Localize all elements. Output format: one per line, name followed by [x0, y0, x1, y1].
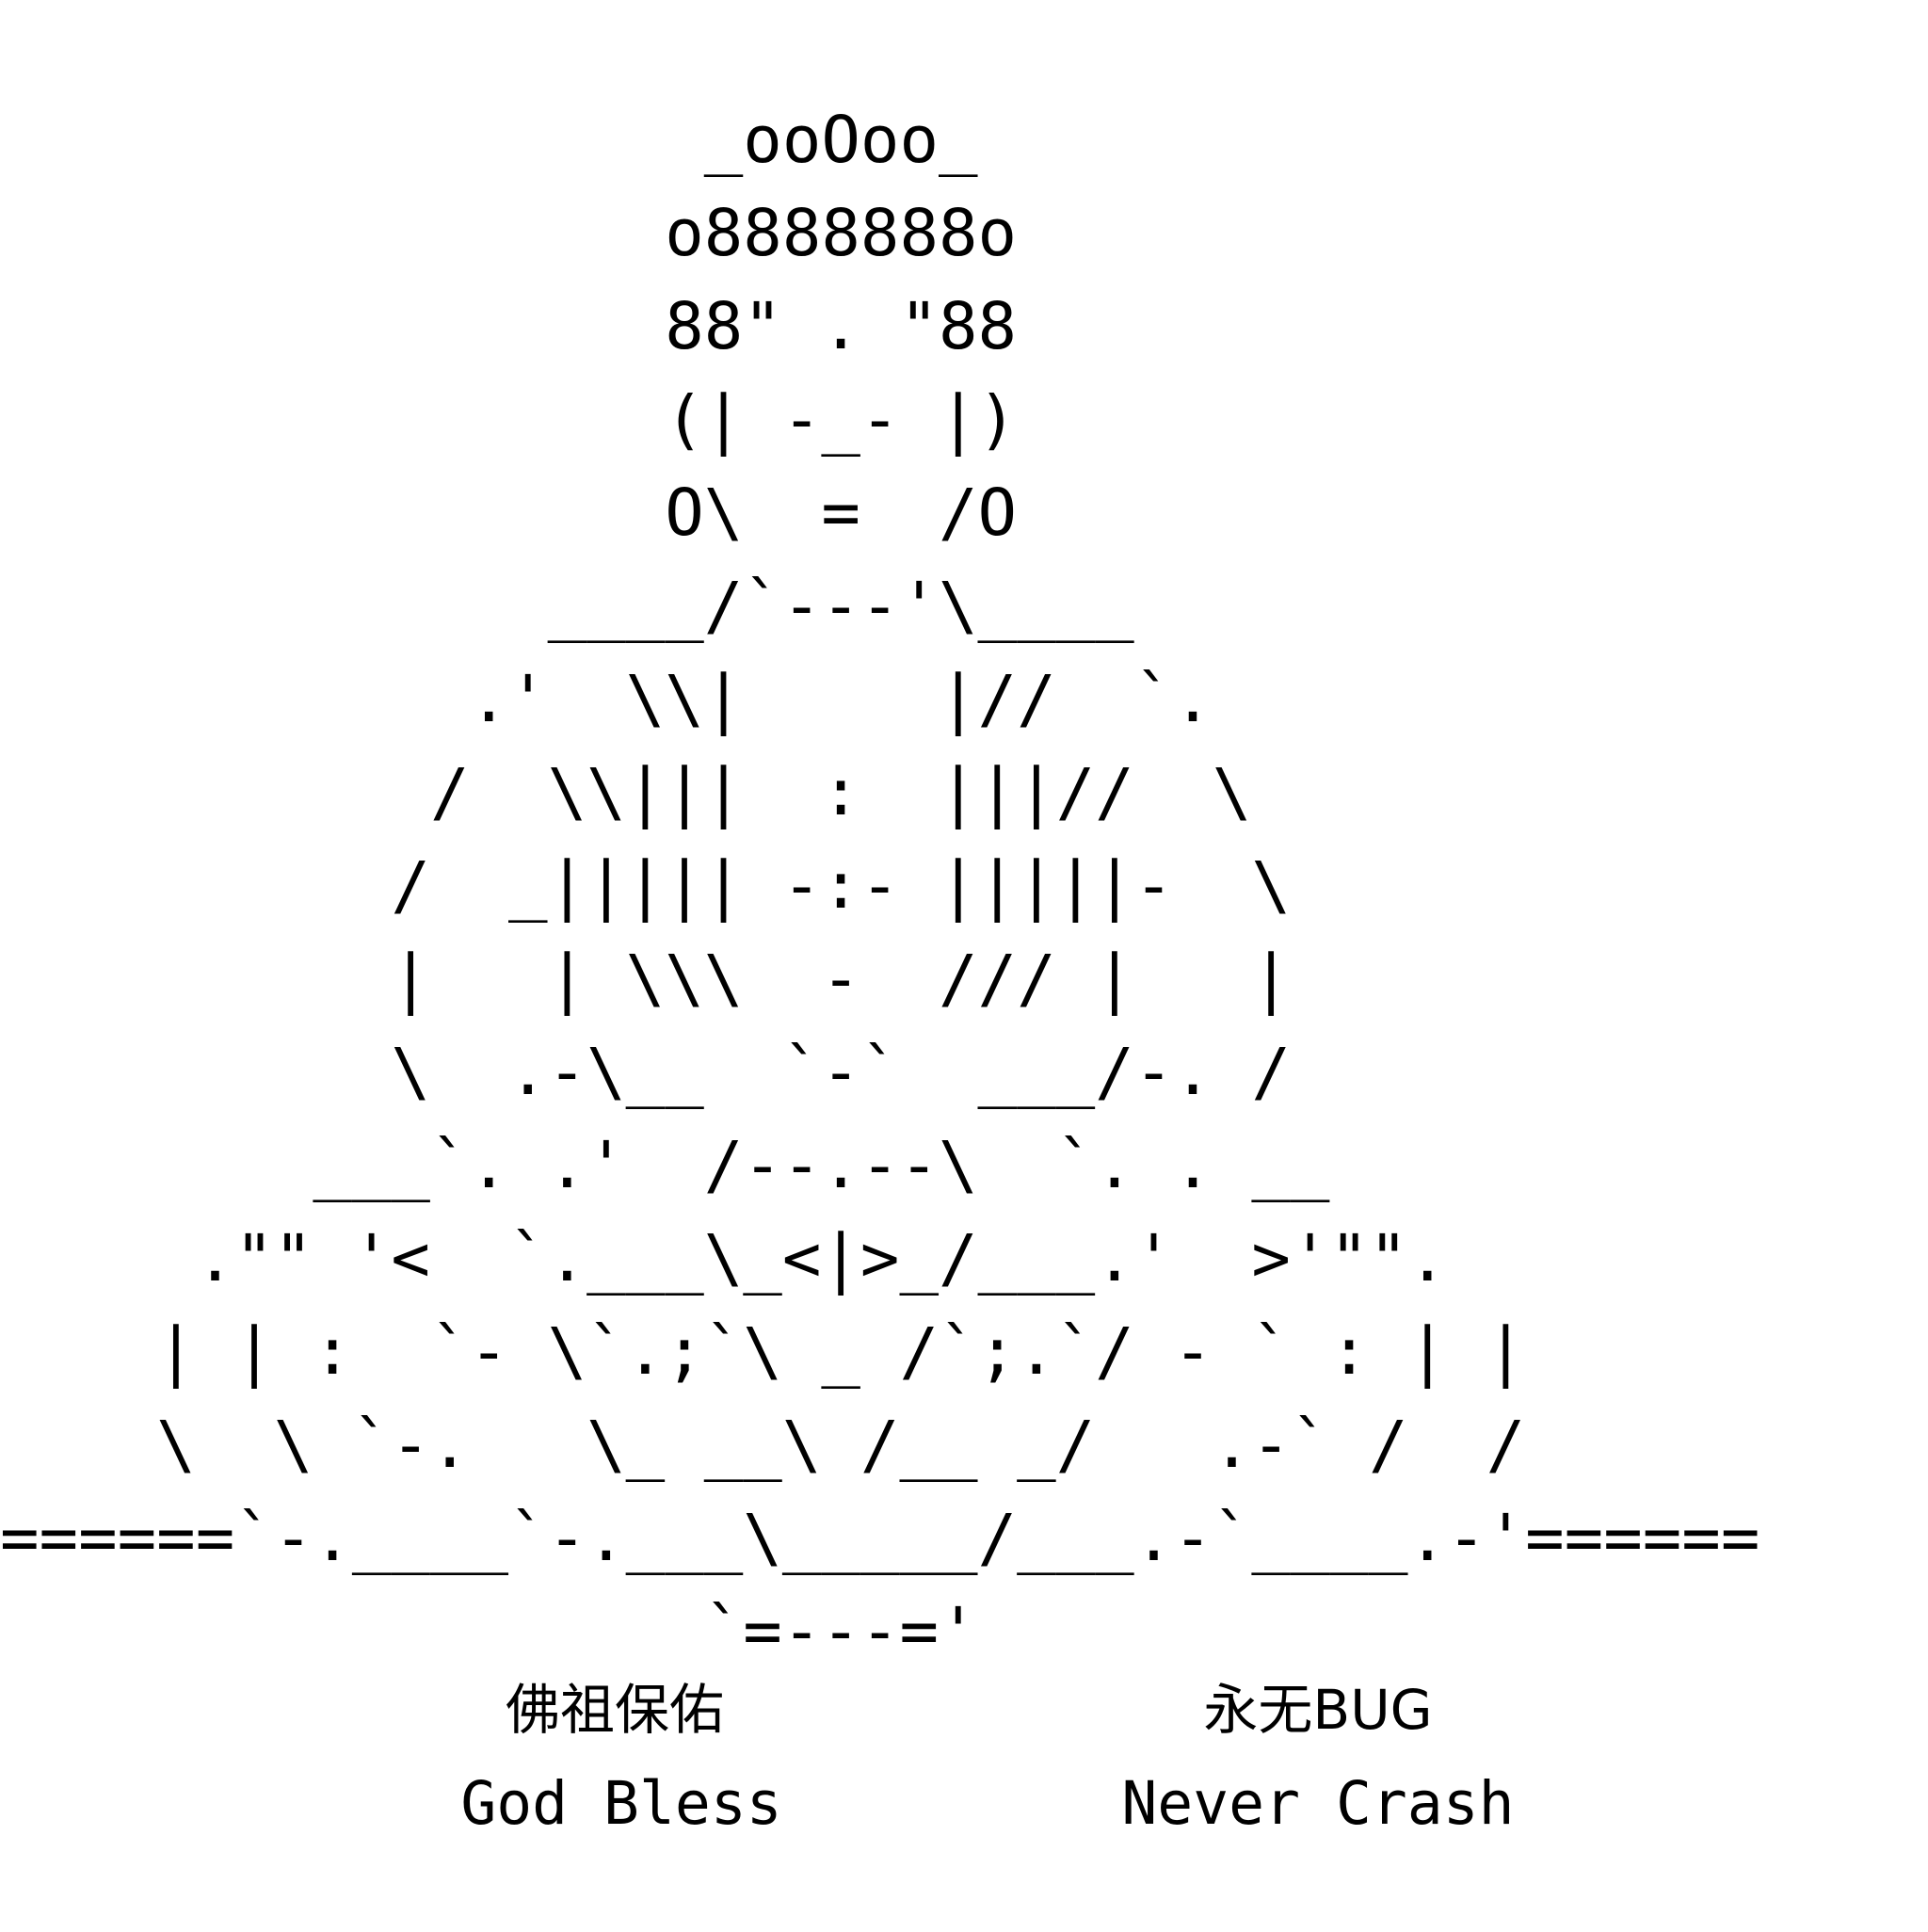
blessing-left-english: God Bless [460, 1769, 782, 1838]
art-line-13: ."" '< `.___\_<|>_/___.' >'"". [0, 1221, 1448, 1296]
art-line-14: | | : `- \`.;`\ _ /`;.`/ - ` : | | [0, 1314, 1526, 1390]
art-line-15: \ \ `-. \_ __\ /__ _/ .-` / / [0, 1408, 1526, 1483]
art-line-4: (| -_- |) [0, 382, 1018, 458]
blessing-right-chinese: 永无BUG [1203, 1678, 1433, 1742]
art-line-12: ___`. .' /--.--\ `. . __ [0, 1128, 1330, 1203]
art-line-9: / _||||| -:- |||||- \ [0, 848, 1291, 924]
art-line-7: .' \\| |// `. [0, 662, 1213, 737]
art-line-5: O\ = /O [0, 475, 1018, 551]
art-line-6: ____/`---'\____ [0, 569, 1134, 644]
art-line-11: \ .-\__ `-` ___/-. / [0, 1035, 1291, 1110]
art-line-10: | | \\\ - /// | | [0, 942, 1291, 1017]
art-line-1: _ooOoo_ [0, 103, 978, 178]
blessing-left-chinese: 佛祖保佑 [505, 1678, 724, 1742]
art-line-2: o8888888o [0, 196, 1018, 271]
art-line-8: / \\||| : |||// \ [0, 755, 1252, 830]
art-line-17: `=---=' [0, 1594, 978, 1669]
art-line-16: ======`-.____`-.___\_____/___.-`____.-'=… [0, 1501, 1760, 1576]
blessing-right-english: Never Crash [1121, 1769, 1515, 1838]
art-line-3: 88" . "88 [0, 289, 1018, 364]
